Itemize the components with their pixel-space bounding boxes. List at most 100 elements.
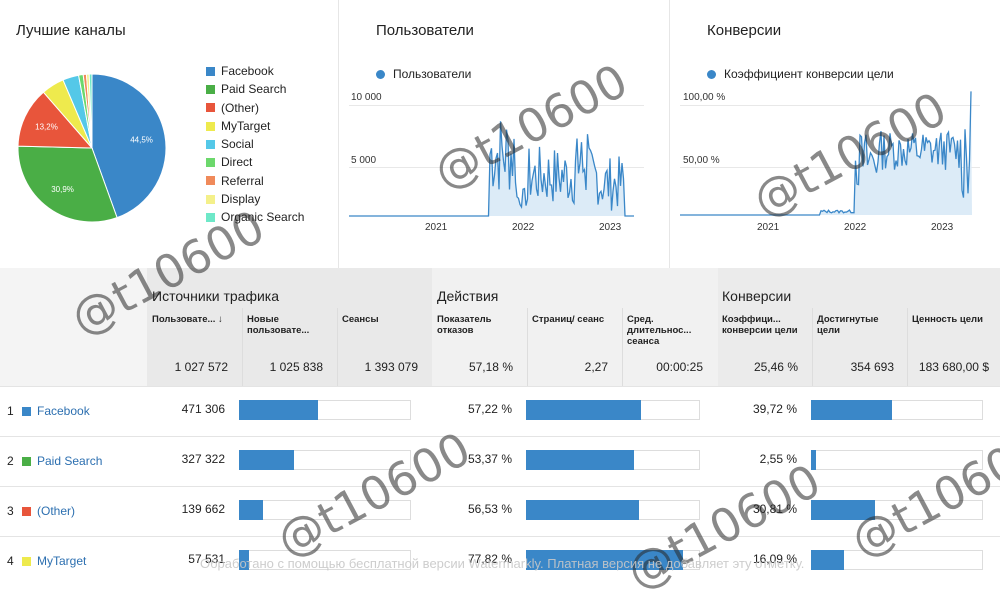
cell-users: 471 306 bbox=[181, 402, 225, 416]
legend-label: Social bbox=[221, 137, 254, 152]
channel-name: MyTarget bbox=[37, 554, 87, 568]
goals-bar bbox=[811, 400, 892, 420]
pie-slice bbox=[91, 73, 167, 219]
legend-label: MyTarget bbox=[221, 118, 271, 133]
group-conversions bbox=[718, 268, 1000, 386]
users-series-label: Пользователи bbox=[393, 67, 472, 81]
legend-item[interactable]: Direct bbox=[206, 153, 304, 171]
x-tick-label: 2023 bbox=[931, 222, 954, 233]
legend-swatch-icon bbox=[206, 139, 215, 149]
y-tick-label: 5 000 bbox=[351, 155, 377, 166]
users-series-legend[interactable]: Пользователи bbox=[376, 67, 471, 81]
legend-label: Direct bbox=[221, 155, 253, 170]
col-header-goal-completions[interactable]: Достигнутые цели bbox=[817, 314, 879, 336]
legend-item[interactable]: Referral bbox=[206, 172, 304, 190]
total-conv-rate: 25,46 % bbox=[753, 360, 798, 374]
pie-slice-label: 13,2% bbox=[35, 123, 58, 132]
users-bar bbox=[239, 400, 318, 420]
col-header-users[interactable]: Пользовате... ↓ bbox=[152, 314, 223, 325]
total-new-users: 1 025 838 bbox=[269, 360, 323, 374]
x-tick-label: 2023 bbox=[599, 222, 622, 233]
channels-table: Источники трафика Действия Конверсии Пол… bbox=[0, 268, 1000, 583]
col-header-bounce-rate[interactable]: Показатель отказов bbox=[437, 314, 492, 336]
total-avg-duration: 00:00:25 bbox=[656, 360, 703, 374]
total-bounce-rate: 57,18 % bbox=[468, 360, 513, 374]
group-title-actions: Действия bbox=[437, 288, 499, 304]
channels-card: Лучшие каналы 44,5% 30,9% 13,2% Facebook Pa… bbox=[0, 0, 338, 268]
legend-item[interactable]: Organic Search bbox=[206, 208, 304, 226]
row-rank: 2 bbox=[7, 454, 14, 468]
col-header-conv-rate[interactable]: Коэффици... конверсии цели bbox=[722, 314, 798, 336]
goals-bar bbox=[811, 550, 844, 570]
total-goal-completions: 354 693 bbox=[850, 360, 894, 374]
col-header-goal-value[interactable]: Ценность цели bbox=[912, 314, 983, 325]
gridline bbox=[680, 167, 980, 168]
pages-bar bbox=[526, 400, 641, 420]
x-tick-label: 2021 bbox=[757, 222, 780, 233]
cell-users: 57 531 bbox=[188, 552, 225, 566]
legend-label: Organic Search bbox=[221, 210, 305, 225]
channel-link[interactable]: Facebook bbox=[22, 404, 90, 418]
row-rank: 1 bbox=[7, 404, 14, 418]
pages-bar bbox=[526, 450, 634, 470]
legend-item[interactable]: Facebook bbox=[206, 62, 304, 80]
pie-slice-label: 44,5% bbox=[130, 135, 153, 144]
users-card: Пользователи Пользователи 10 000 5 000 2… bbox=[339, 0, 669, 268]
legend-item[interactable]: Paid Search bbox=[206, 80, 304, 98]
cell-conv-rate: 30,81 % bbox=[752, 502, 797, 516]
legend-label: Facebook bbox=[221, 64, 274, 78]
legend-item[interactable]: (Other) bbox=[206, 99, 304, 117]
legend-swatch-icon bbox=[206, 176, 215, 186]
gridline bbox=[349, 105, 644, 106]
col-header-avg-duration[interactable]: Сред. длительнос... сеанса bbox=[627, 314, 692, 347]
group-traffic-sources bbox=[147, 268, 432, 386]
pie-slice-label: 30,9% bbox=[51, 185, 74, 194]
total-sessions: 1 393 079 bbox=[364, 360, 418, 374]
series-dot-icon bbox=[707, 69, 716, 79]
channel-name: (Other) bbox=[37, 504, 76, 518]
legend-label: Paid Search bbox=[221, 82, 287, 97]
cell-bounce: 53,37 % bbox=[467, 452, 512, 466]
total-pages-per-session: 2,27 bbox=[584, 360, 608, 374]
channel-link[interactable]: MyTarget bbox=[22, 554, 86, 568]
legend-item[interactable]: Social bbox=[206, 135, 304, 153]
total-goal-value: 183 680,00 $ bbox=[918, 360, 989, 374]
row-rank: 3 bbox=[7, 504, 14, 518]
users-line-chart[interactable] bbox=[349, 98, 644, 218]
channel-link[interactable]: Paid Search bbox=[22, 454, 102, 468]
series-dot-icon bbox=[376, 69, 385, 79]
legend-swatch-icon bbox=[206, 66, 215, 76]
cell-users: 139 662 bbox=[181, 502, 225, 516]
legend-swatch-icon bbox=[206, 213, 215, 223]
divider bbox=[669, 0, 670, 268]
channel-color-icon bbox=[22, 506, 31, 516]
conversions-card: Конверсии Коэффициент конверсии цели 100… bbox=[670, 0, 1000, 268]
y-tick-label: 50,00 % bbox=[683, 155, 720, 166]
conv-series-label: Коэффициент конверсии цели bbox=[724, 67, 894, 81]
channel-color-icon bbox=[22, 406, 31, 416]
legend-item[interactable]: Display bbox=[206, 190, 304, 208]
footer-note: Обработано с помощью бесплатной версии W… bbox=[200, 556, 805, 571]
y-tick-label: 100,00 % bbox=[683, 92, 726, 103]
cell-conv-rate: 2,55 % bbox=[759, 452, 797, 466]
cell-bounce: 77,82 % bbox=[467, 552, 512, 566]
channels-title: Лучшие каналы bbox=[16, 22, 126, 39]
channels-pie-chart[interactable]: 44,5% 30,9% 13,2% bbox=[12, 68, 172, 228]
legend-swatch-icon bbox=[206, 84, 215, 94]
channel-color-icon bbox=[22, 456, 31, 466]
col-header-sessions[interactable]: Сеансы bbox=[342, 314, 379, 325]
legend-item[interactable]: MyTarget bbox=[206, 117, 304, 135]
col-header-pages-per-session[interactable]: Страниц/ сеанс bbox=[532, 314, 605, 325]
channel-link[interactable]: (Other) bbox=[22, 504, 75, 518]
cell-conv-rate: 16,09 % bbox=[752, 552, 797, 566]
cell-bounce: 57,22 % bbox=[467, 402, 512, 416]
users-bar bbox=[239, 500, 263, 520]
pie-slice bbox=[17, 145, 118, 223]
conv-series-legend[interactable]: Коэффициент конверсии цели bbox=[707, 67, 894, 81]
cell-users: 327 322 bbox=[181, 452, 225, 466]
conv-line-chart[interactable] bbox=[680, 88, 980, 218]
legend-label: (Other) bbox=[221, 100, 260, 115]
col-header-new-users[interactable]: Новые пользовате... bbox=[247, 314, 310, 336]
legend-swatch-icon bbox=[206, 194, 215, 204]
channel-color-icon bbox=[22, 556, 31, 566]
